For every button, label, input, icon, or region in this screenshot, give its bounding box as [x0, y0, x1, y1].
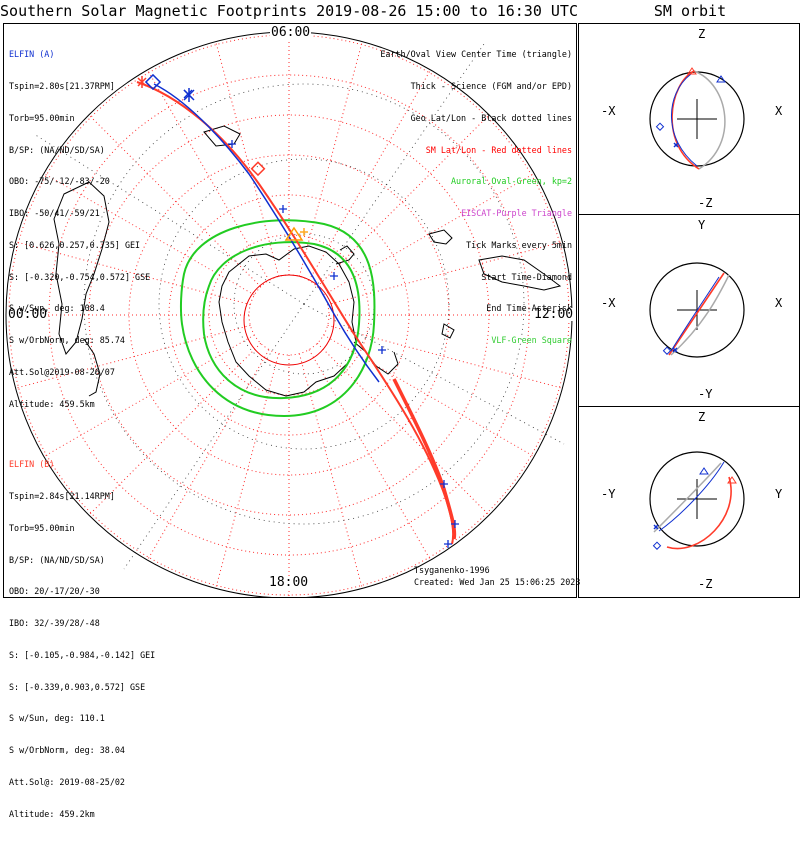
elfin-b-line: Tspin=2.84s[21.14RPM] — [9, 490, 115, 501]
sm-longitude-line — [43, 173, 255, 296]
elfin-a-start-diamond — [144, 73, 162, 91]
elfin-a-track — [153, 83, 380, 383]
legend-entry: SM Lat/Lon - Red dotted lines — [425, 144, 572, 155]
sm-orbit-title: SM orbit — [653, 2, 727, 20]
auroral-oval — [179, 219, 376, 418]
legend-entry: Thick - Science (FGM and/or EPD) — [410, 80, 572, 91]
sm-longitude-line — [323, 334, 535, 457]
legend-entry: Start Time-Diamond — [481, 271, 572, 282]
sm-axis-label: Y — [775, 487, 783, 501]
elfin-a-line: S w/OrbNorm, deg: 85.74 — [9, 335, 125, 346]
elfin-a-info: ELFIN (A) Tspin=2.80s[21.37RPM] Torb=95.… — [9, 28, 150, 431]
elfin-a-line: OBO: -75/-12/-83/-20 — [9, 176, 110, 187]
sm-orbit-yz — [649, 451, 745, 550]
sm-axis-label: Z — [698, 410, 706, 424]
sm-axis-label: -Z — [698, 196, 713, 210]
sm-longitude-line — [298, 41, 363, 277]
sm-pole-circle — [243, 274, 335, 366]
elfin-b-start-diamond — [250, 161, 266, 177]
elfin-a-line: S: [-0.320,-0.754,0.572] GSE — [9, 271, 151, 282]
elfin-b-line: Att.Sol@: 2019-08-25/02 — [9, 777, 125, 787]
sm-longitude-line — [147, 69, 270, 281]
hour-label-left: 00:00 — [7, 307, 49, 322]
elfin-a-line: S: [0.626,0.257,0.735] GEI — [9, 239, 141, 250]
sm-longitude-line — [308, 349, 431, 561]
sm-longitude-line — [327, 324, 563, 389]
elfin-b-line: Altitude: 459.2km — [9, 808, 95, 819]
elfin-a-line: Tspin=2.80s[21.37RPM] — [9, 80, 115, 91]
sm-longitude-line — [308, 69, 431, 281]
model-credit: Tsyganenko-1996 — [414, 565, 490, 575]
sm-axis-label: -X — [601, 296, 616, 310]
sm-longitude-line — [323, 173, 535, 296]
hour-label-top: 06:00 — [270, 25, 312, 40]
elfin-b-line: S: [-0.105,-0.984,-0.142] GEI — [9, 649, 156, 660]
sm-longitude-line — [298, 353, 363, 589]
elfin-a-end-asterisk — [183, 88, 195, 102]
sm-axis-label: X — [775, 296, 783, 310]
sm-longitude-line — [43, 334, 255, 457]
elfin-b-line: S: [-0.339,0.903,0.572] GSE — [9, 681, 146, 692]
footprint-map-panel: 06:00 00:00 12:00 18:00 ELFIN (A) Tspin=… — [3, 23, 581, 819]
sm-axis-label: -Z — [698, 577, 713, 591]
elfin-b-tick — [300, 228, 308, 236]
plot-title: Southern Solar Magnetic Footprints 2019-… — [0, 2, 578, 20]
legend-entry: Earth/Oval View Center Time (triangle) — [380, 49, 572, 60]
elfin-b-track — [136, 81, 455, 545]
sm-orbit-xy-panel: Y -Y -X X — [578, 214, 800, 407]
sm-longitude-line — [15, 324, 251, 389]
elfin-b-line: B/SP: (NA/ND/SD/SA) — [9, 554, 105, 565]
elfin-a-line: Att.Sol@2019-08-26/07 — [9, 367, 115, 377]
sm-axis-label: Y — [698, 218, 706, 232]
coastlines — [53, 125, 562, 397]
elfin-a-name: ELFIN (A) — [9, 49, 55, 60]
elfin-b-name: ELFIN (B) — [9, 459, 55, 470]
sm-longitude-line — [147, 349, 270, 561]
sm-longitude-line — [316, 114, 490, 288]
elfin-b-line: OBO: 20/-17/20/-30 — [9, 586, 100, 597]
sm-longitude-line — [215, 41, 280, 277]
elfin-b-line: S w/OrbNorm, deg: 38.04 — [9, 745, 125, 756]
sm-orbit-xz-panel: Z -Z -X X — [578, 23, 800, 215]
sm-axis-label: -X — [601, 104, 616, 118]
elfin-a-line: Altitude: 459.5km — [9, 398, 95, 409]
legend-entry: Geo Lat/Lon - Black dotted lines — [410, 112, 572, 123]
elfin-b-line: Torb=95.00min — [9, 522, 75, 533]
elfin-a-line: Torb=95.00min — [9, 112, 75, 123]
view-center-triangle — [284, 226, 304, 241]
elfin-b-line: IBO: 32/-39/28/-48 — [9, 618, 100, 629]
hour-label-bottom: 18:00 — [268, 575, 310, 590]
legend-entry: End Time-Asterisk — [486, 303, 572, 314]
sm-longitude-line — [15, 241, 251, 306]
legend-entry: EISCAT-Purple Triangle — [461, 208, 572, 219]
elfin-b-end-asterisk — [137, 76, 147, 88]
sm-longitude-line — [327, 241, 563, 306]
created-timestamp: Created: Wed Jan 25 15:06:25 2023 — [414, 577, 581, 587]
elfin-b-science — [392, 378, 457, 540]
legend-entry: Tick Marks every 5min — [466, 239, 572, 250]
legend-entry: VLF-Green Square — [491, 335, 572, 346]
hour-label-right: 12:00 — [533, 307, 575, 322]
sm-axis-label: X — [775, 104, 783, 118]
sm-axis-label: Z — [698, 27, 706, 41]
legend: Earth/Oval View Center Time (triangle) T… — [380, 28, 572, 367]
elfin-a-line: S w/Sun, deg: 108.4 — [9, 303, 105, 314]
sm-longitude-line — [215, 353, 280, 589]
sm-longitude-line — [316, 342, 490, 516]
elfin-a-line: B/SP: (NA/ND/SD/SA) — [9, 144, 105, 155]
elfin-a-line: IBO: -50/41/-59/21 — [9, 208, 100, 219]
sm-orbit-xz — [649, 67, 745, 170]
sm-axis-label: -Y — [698, 387, 713, 401]
sm-longitude-line — [88, 342, 262, 516]
legend-entry: Auroral Oval-Green, kp=2 — [450, 176, 572, 187]
footprint-map — [5, 31, 573, 597]
sm-axis-label: -Y — [601, 487, 616, 501]
elfin-a-ticks — [183, 89, 459, 548]
sm-orbit-xy — [649, 262, 745, 358]
elfin-b-line: S w/Sun, deg: 110.1 — [9, 713, 105, 724]
sm-orbit-yz-panel: Z -Z -Y Y — [578, 406, 800, 598]
elfin-b-info: ELFIN (B) Tspin=2.84s[21.14RPM] Torb=95.… — [9, 438, 155, 841]
